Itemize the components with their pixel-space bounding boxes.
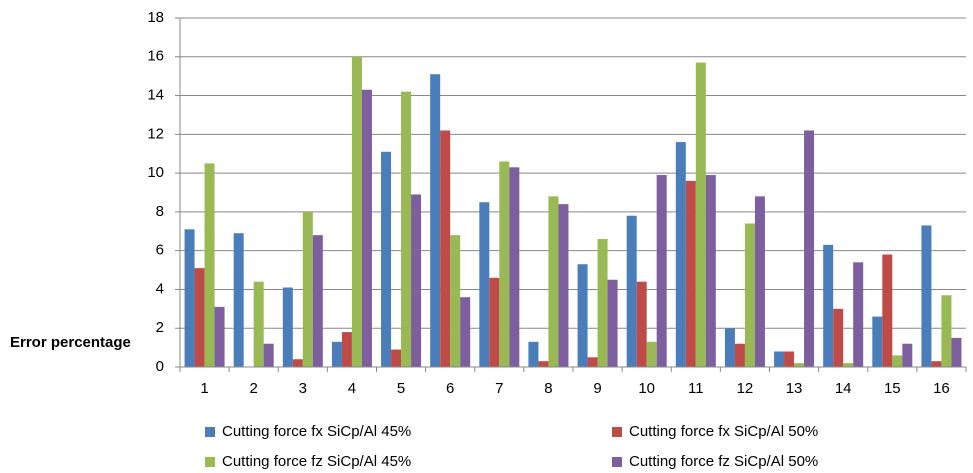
legend-label: Cutting force fx SiCp/Al 50% (629, 423, 818, 440)
legend-swatch (205, 427, 215, 437)
y-tick-label: 8 (156, 203, 164, 220)
bar (361, 89, 372, 367)
bar (479, 202, 490, 367)
bar (784, 351, 795, 367)
bar (626, 215, 637, 367)
bar (538, 361, 549, 367)
x-tick-label: 11 (688, 380, 704, 397)
bar (391, 349, 402, 367)
bar (675, 142, 686, 367)
bar (214, 306, 225, 367)
legend-swatch (612, 457, 622, 467)
y-tick-label: 18 (147, 9, 164, 26)
x-tick-label: 12 (737, 380, 754, 397)
legend-swatch (612, 427, 622, 437)
y-tick-label: 4 (156, 280, 164, 297)
bar (194, 268, 205, 367)
legend-label: Cutting force fx SiCp/Al 45% (222, 423, 411, 440)
bar (853, 262, 864, 367)
bar (528, 341, 539, 367)
x-tick-label: 6 (446, 380, 454, 397)
bar (705, 175, 716, 367)
x-tick-label: 7 (495, 380, 503, 397)
bar (695, 62, 706, 367)
bar (282, 287, 293, 367)
bar (331, 341, 342, 367)
bar (636, 281, 647, 367)
bar (184, 229, 195, 367)
x-tick-label: 13 (786, 380, 803, 397)
bar (509, 167, 520, 367)
x-tick-label: 2 (250, 380, 258, 397)
bar (430, 74, 441, 367)
bar (607, 279, 618, 367)
bar (351, 56, 362, 368)
bar (902, 343, 913, 367)
bar (744, 223, 755, 367)
y-axis-label: Error percentage (10, 334, 131, 351)
bar (892, 355, 903, 367)
legend-swatch (205, 457, 215, 467)
legend-label: Cutting force fz SiCp/Al 50% (629, 453, 818, 470)
y-tick-label: 16 (147, 48, 164, 65)
x-tick-label: 1 (200, 380, 208, 397)
bar (724, 328, 735, 367)
bar (411, 194, 422, 367)
bar (656, 175, 667, 367)
bar (941, 295, 952, 367)
bar (843, 363, 854, 367)
x-tick-label: 14 (835, 380, 852, 397)
bar (233, 233, 244, 367)
bar (823, 244, 834, 367)
y-tick-label: 10 (147, 164, 164, 181)
x-tick-label: 8 (544, 380, 552, 397)
bar (587, 357, 598, 367)
bar (754, 196, 765, 367)
bar (794, 363, 805, 367)
x-tick-label: 3 (299, 380, 307, 397)
legend-label: Cutting force fz SiCp/Al 45% (222, 453, 411, 470)
bar (548, 196, 559, 367)
y-tick-label: 6 (156, 242, 164, 259)
bar (381, 151, 392, 367)
bar (489, 277, 500, 367)
bar (882, 254, 893, 367)
x-tick-label: 15 (884, 380, 901, 397)
bar (577, 264, 588, 367)
bar (204, 163, 215, 367)
bar (302, 211, 313, 367)
bar (263, 343, 274, 367)
x-tick-label: 9 (593, 380, 601, 397)
bar (558, 204, 569, 367)
y-tick-label: 14 (147, 87, 164, 104)
bar (341, 332, 352, 367)
y-tick-label: 12 (147, 125, 164, 142)
x-tick-label: 5 (397, 380, 405, 397)
bar (460, 297, 471, 367)
x-tick-label: 4 (348, 380, 356, 397)
bar (685, 180, 696, 367)
bar (440, 130, 451, 367)
bar (931, 361, 942, 367)
bar (833, 308, 844, 367)
bar (646, 341, 657, 367)
y-tick-label: 2 (156, 319, 164, 336)
x-tick-label: 10 (638, 380, 655, 397)
bar (292, 359, 303, 367)
bar (401, 91, 412, 367)
y-tick-label: 0 (156, 358, 164, 375)
bar (951, 337, 962, 367)
bar (734, 343, 745, 367)
bar (597, 239, 608, 367)
bar (499, 161, 510, 367)
bar (774, 351, 785, 367)
bar (312, 235, 323, 367)
bar (804, 130, 815, 367)
bar (921, 225, 932, 367)
bar (872, 316, 883, 367)
bar (450, 235, 461, 367)
bar (253, 281, 264, 367)
x-tick-label: 16 (933, 380, 950, 397)
